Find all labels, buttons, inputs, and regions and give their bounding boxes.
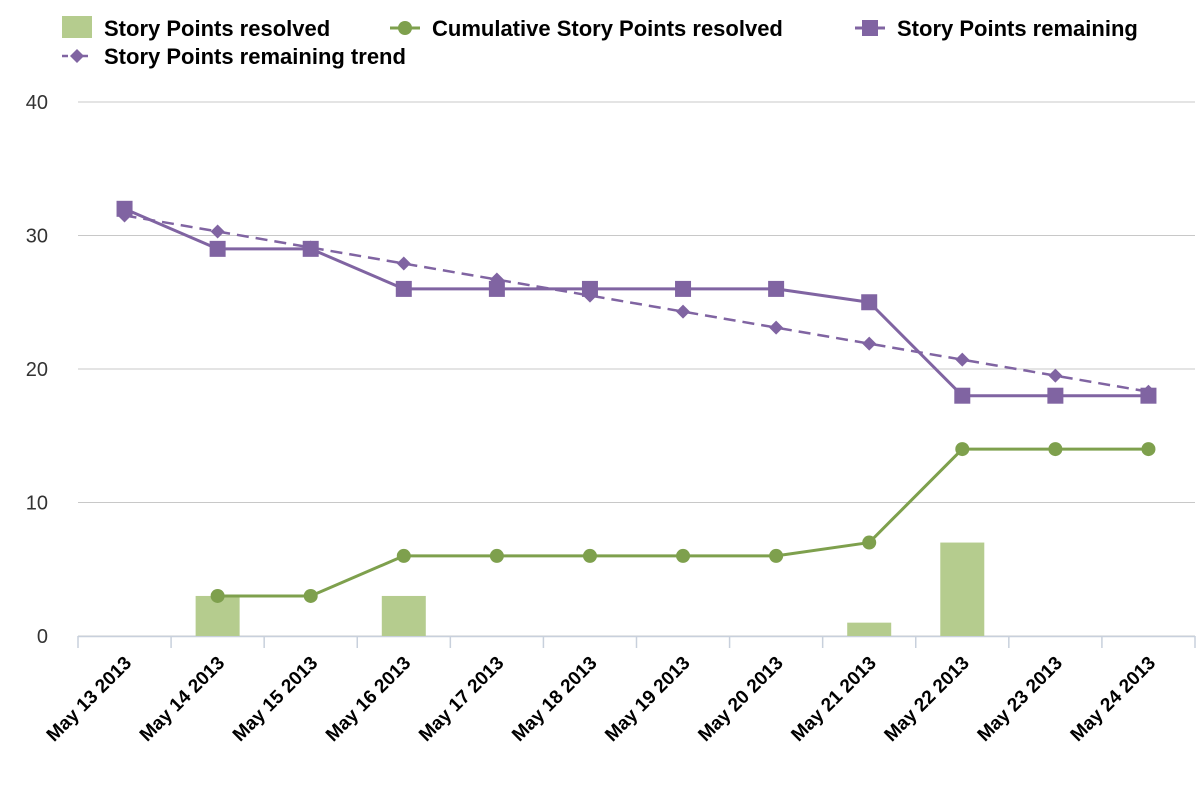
legend-label: Story Points remaining <box>897 16 1138 41</box>
y-tick-label: 0 <box>37 626 48 648</box>
story-points-remaining-trend-point <box>210 224 225 239</box>
story-points-remaining-point <box>954 387 971 404</box>
story-points-remaining-point <box>395 280 412 297</box>
story-points-remaining-trend-point <box>1141 384 1156 399</box>
legend-marker <box>398 21 412 35</box>
story-points-remaining-trend-point <box>396 256 411 271</box>
x-tick-label: May 16 2013 <box>322 653 415 746</box>
cumulative-story-points-resolved-line <box>217 447 1149 598</box>
cumulative-story-points-resolved-point <box>1048 442 1063 457</box>
x-tick-label: May 19 2013 <box>601 653 694 746</box>
story-points-remaining-point <box>488 280 505 297</box>
y-tick-label: 10 <box>26 493 48 515</box>
x-tick-label: May 17 2013 <box>415 653 508 746</box>
line-series <box>116 200 1157 603</box>
cumulative-story-points-resolved-point <box>210 588 225 603</box>
x-tick-label: May 14 2013 <box>136 653 229 746</box>
story-points-remaining-trend-line <box>124 214 1149 393</box>
cumulative-story-points-resolved-point <box>303 588 318 603</box>
cumulative-story-points-resolved-point <box>582 548 597 563</box>
cumulative-story-points-resolved-series <box>210 442 1156 603</box>
x-tick-label: May 15 2013 <box>229 653 322 746</box>
chart-legend: Story Points resolved Cumulative Story Po… <box>62 16 1138 69</box>
story-points-remaining-series <box>116 200 1157 404</box>
x-tick-label: May 24 2013 <box>1067 653 1160 746</box>
story-points-remaining-trend-point <box>955 352 970 367</box>
legend-item-story-points-remaining-trend: Story Points remaining trend <box>62 44 406 69</box>
legend-item-story-points-remaining: Story Points remaining <box>855 16 1138 41</box>
story-points-remaining-trend-series <box>117 208 1156 399</box>
x-tick-label: May 21 2013 <box>787 653 880 746</box>
story-points-remaining-trend-point <box>862 336 877 351</box>
story-points-remaining-point <box>1047 387 1064 404</box>
legend-label: Cumulative Story Points resolved <box>432 16 783 41</box>
cumulative-story-points-resolved-point <box>769 548 784 563</box>
cumulative-story-points-resolved-point <box>489 548 504 563</box>
cumulative-story-points-resolved-point <box>396 548 411 563</box>
cumulative-story-points-resolved-point <box>676 548 691 563</box>
story-points-remaining-trend-point <box>769 320 784 335</box>
story-points-remaining-trend-point <box>303 240 318 255</box>
story-points-remaining-trend-point <box>1048 368 1063 383</box>
legend-item-cumulative-story-points-resolved: Cumulative Story Points resolved <box>390 16 783 41</box>
story-points-remaining-trend-point <box>582 288 597 303</box>
story-points-remaining-trend-point <box>676 304 691 319</box>
legend-marker <box>70 49 84 63</box>
story-points-remaining-point <box>675 280 692 297</box>
legend-label: Story Points remaining trend <box>104 44 406 69</box>
story-points-remaining-point <box>768 280 785 297</box>
cumulative-story-points-resolved-point <box>862 535 877 550</box>
legend-marker <box>862 20 878 36</box>
story-points-resolved-bar <box>847 622 892 636</box>
y-tick-label: 20 <box>26 359 48 381</box>
x-tick-label: May 18 2013 <box>508 653 601 746</box>
cumulative-story-points-resolved-point <box>1141 442 1156 457</box>
story-points-resolved-bar <box>381 595 426 636</box>
y-tick-label: 40 <box>26 92 48 114</box>
x-tick-label: May 20 2013 <box>694 653 787 746</box>
x-tick-label: May 23 2013 <box>974 653 1067 746</box>
story-points-resolved-bar <box>940 542 985 636</box>
y-axis: 0 10 20 30 40 <box>26 92 48 648</box>
y-tick-label: 30 <box>26 226 48 248</box>
legend-item-story-points-resolved: Story Points resolved <box>62 16 330 41</box>
story-points-remaining-trend-point <box>489 272 504 287</box>
cumulative-story-points-resolved-point <box>955 442 970 457</box>
story-points-remaining-point <box>861 294 878 311</box>
story-points-remaining-trend-point <box>117 208 132 223</box>
legend-label: Story Points resolved <box>104 16 330 41</box>
x-tick-label: May 22 2013 <box>881 653 974 746</box>
story-points-remaining-point <box>209 240 226 257</box>
legend-swatch <box>62 16 92 38</box>
x-tick-label: May 13 2013 <box>43 653 136 746</box>
x-axis: May 13 2013 May 14 2013 May 15 2013 May 16 … <box>43 635 1196 746</box>
story-points-remaining-line <box>123 207 1149 398</box>
